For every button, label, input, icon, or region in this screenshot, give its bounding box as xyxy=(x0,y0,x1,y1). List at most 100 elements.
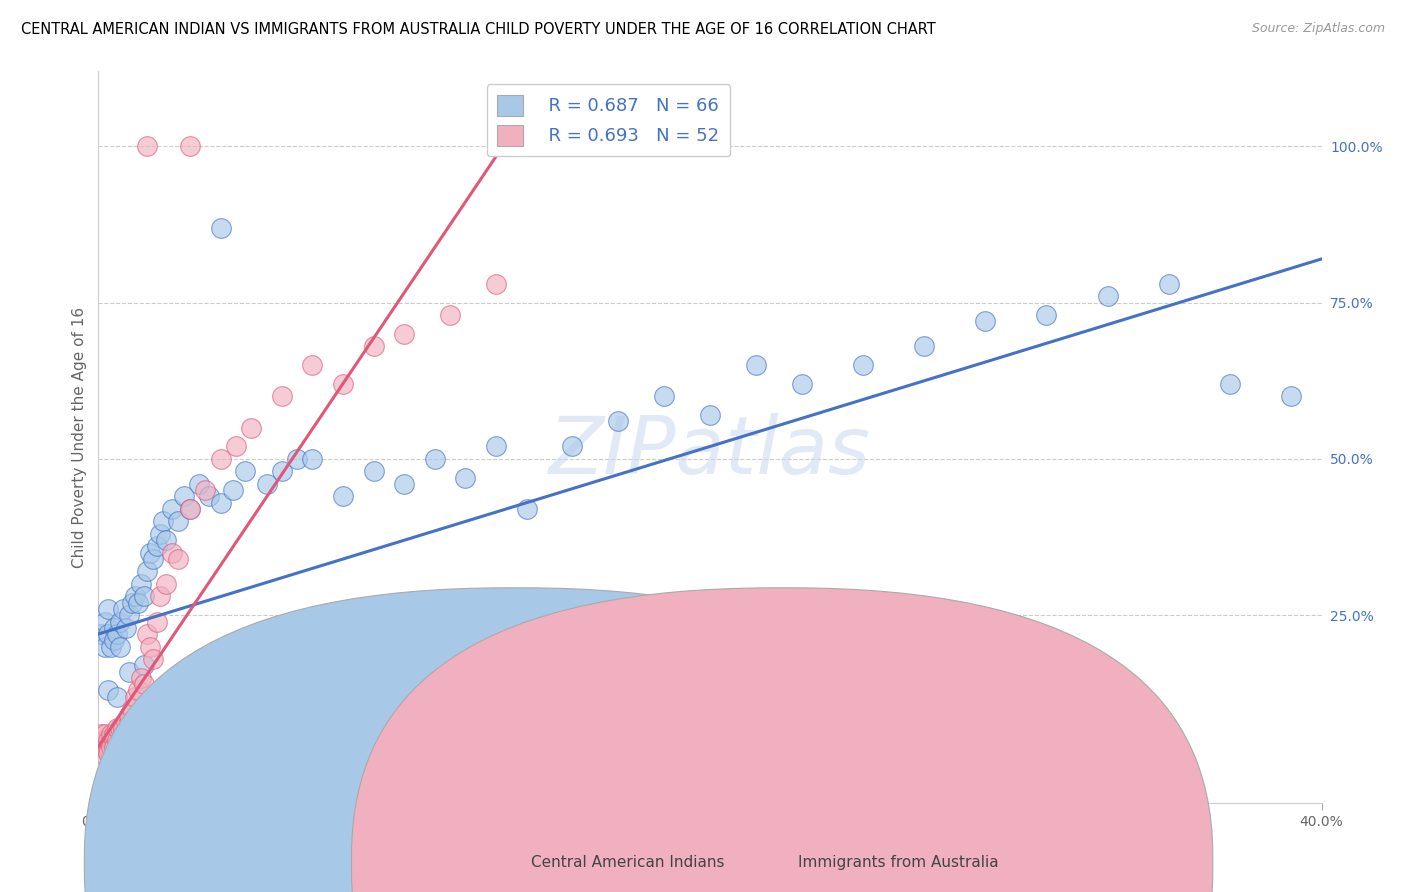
Point xyxy=(285,452,308,467)
Point xyxy=(197,490,219,504)
Point xyxy=(142,652,165,666)
Point xyxy=(111,727,134,741)
Point xyxy=(118,714,141,729)
Point xyxy=(90,746,112,760)
Point xyxy=(485,440,508,454)
Point xyxy=(160,546,183,560)
Point xyxy=(108,733,131,747)
Point xyxy=(179,502,201,516)
Point xyxy=(93,733,115,747)
Point xyxy=(516,502,538,516)
Point xyxy=(561,440,583,454)
Point xyxy=(652,389,675,403)
Point xyxy=(121,702,143,716)
Point xyxy=(105,721,128,735)
Point xyxy=(100,640,122,654)
Point xyxy=(149,527,172,541)
Point xyxy=(149,590,172,604)
Point xyxy=(142,552,165,566)
Point xyxy=(105,690,128,704)
Text: Central American Indians: Central American Indians xyxy=(531,855,724,870)
Point xyxy=(974,314,997,328)
Point xyxy=(108,615,131,629)
Point xyxy=(118,708,141,723)
Point xyxy=(97,746,120,760)
Point xyxy=(115,714,138,729)
Point xyxy=(188,477,211,491)
Point xyxy=(97,733,120,747)
Point xyxy=(1157,277,1180,291)
Point xyxy=(209,220,232,235)
Point xyxy=(209,452,232,467)
Point xyxy=(1097,289,1119,303)
Point xyxy=(332,376,354,391)
Point xyxy=(134,677,156,691)
Point xyxy=(103,621,125,635)
Point xyxy=(103,739,125,754)
Point xyxy=(301,358,323,372)
Point xyxy=(103,733,125,747)
Point xyxy=(145,615,167,629)
Text: Immigrants from Australia: Immigrants from Australia xyxy=(799,855,998,870)
Point xyxy=(485,277,508,291)
Point xyxy=(93,739,115,754)
Point xyxy=(194,483,217,498)
Point xyxy=(155,533,177,548)
Point xyxy=(134,658,156,673)
Point xyxy=(332,490,354,504)
Point xyxy=(1035,308,1057,322)
Point xyxy=(363,339,385,353)
Y-axis label: Child Poverty Under the Age of 16: Child Poverty Under the Age of 16 xyxy=(72,307,87,567)
Point xyxy=(790,376,813,391)
Point xyxy=(256,477,278,491)
Point xyxy=(155,577,177,591)
Point xyxy=(392,326,416,341)
Point xyxy=(134,590,156,604)
Point xyxy=(423,452,446,467)
Point xyxy=(97,683,120,698)
Point xyxy=(454,471,477,485)
Point xyxy=(111,602,134,616)
Point xyxy=(1279,389,1302,403)
Point xyxy=(100,739,122,754)
Point xyxy=(127,683,149,698)
Point xyxy=(108,640,131,654)
Point xyxy=(270,465,292,479)
Point xyxy=(129,577,152,591)
Point xyxy=(912,339,935,353)
Point xyxy=(607,414,630,428)
Point xyxy=(139,640,162,654)
Point xyxy=(167,515,190,529)
Point xyxy=(97,602,120,616)
Point xyxy=(90,727,112,741)
Text: CENTRAL AMERICAN INDIAN VS IMMIGRANTS FROM AUSTRALIA CHILD POVERTY UNDER THE AGE: CENTRAL AMERICAN INDIAN VS IMMIGRANTS FR… xyxy=(21,22,936,37)
Point xyxy=(209,496,232,510)
Point xyxy=(111,721,134,735)
Point xyxy=(105,733,128,747)
Point xyxy=(90,627,112,641)
Point xyxy=(97,739,120,754)
Point xyxy=(392,477,416,491)
Point xyxy=(108,721,131,735)
Point xyxy=(852,358,875,372)
Point xyxy=(240,420,263,434)
Text: ZIPatlas: ZIPatlas xyxy=(548,413,872,491)
Point xyxy=(103,727,125,741)
Point xyxy=(139,546,162,560)
Point xyxy=(100,733,122,747)
Point xyxy=(363,465,385,479)
Point xyxy=(124,590,146,604)
Point xyxy=(124,690,146,704)
Point xyxy=(118,665,141,679)
Point xyxy=(136,139,159,153)
Point xyxy=(152,515,174,529)
Point xyxy=(97,627,120,641)
Legend:   R = 0.687   N = 66,   R = 0.693   N = 52: R = 0.687 N = 66, R = 0.693 N = 52 xyxy=(486,84,730,156)
Point xyxy=(115,621,138,635)
Point xyxy=(179,502,201,516)
Point xyxy=(225,440,247,454)
Point xyxy=(121,596,143,610)
Point xyxy=(93,615,115,629)
Point xyxy=(145,540,167,554)
Point xyxy=(136,627,159,641)
